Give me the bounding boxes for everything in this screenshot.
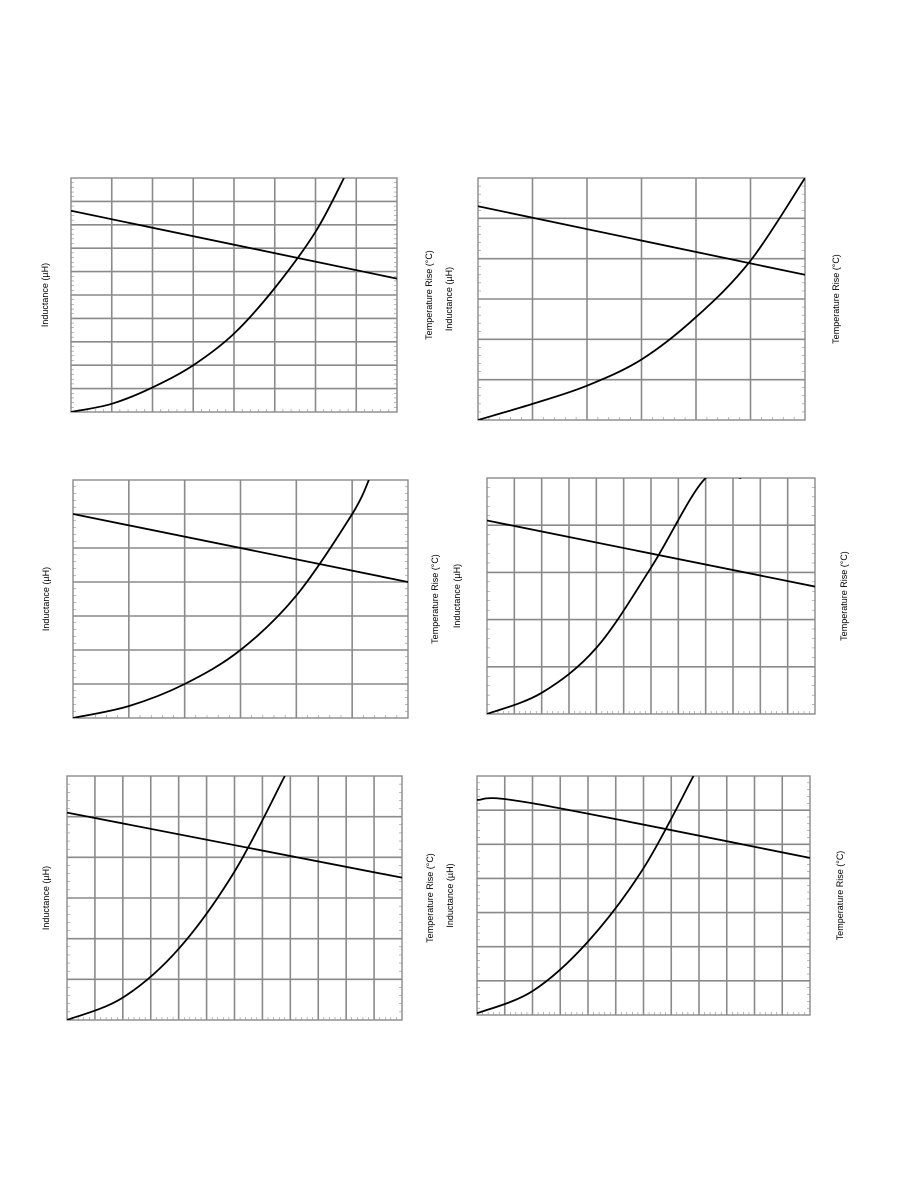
y-axis-label: Inductance (µH)	[444, 267, 454, 331]
plot-frame	[66, 775, 403, 1021]
gridlines	[487, 478, 815, 714]
chart-3: Inductance (µH) Temperature Rise (°C)	[41, 479, 440, 719]
y-axis-label: Inductance (µH)	[452, 564, 462, 628]
gridlines	[477, 776, 810, 1015]
temperature-rise-curve	[73, 480, 370, 718]
gridlines	[478, 178, 805, 420]
inductance-line	[71, 209, 397, 280]
gridlines	[67, 776, 402, 1020]
chart-2: Inductance (µH) Temperature Rise (°C)	[444, 177, 841, 421]
plot-frame	[70, 177, 398, 413]
temperature-rise-curve	[477, 776, 695, 1015]
y-axis-label: Inductance (µH)	[41, 567, 51, 631]
temperature-rise-curve	[67, 776, 286, 1020]
y2-axis-label: Temperature Rise (°C)	[839, 551, 849, 641]
chart-6: Inductance (µH) Temperature Rise (°C)	[445, 775, 845, 1016]
y-axis-label: Inductance (µH)	[41, 866, 51, 930]
plot-frame	[477, 177, 806, 421]
chart-4: Inductance (µH) Temperature Rise (°C)	[452, 477, 849, 715]
plot-frame	[476, 775, 811, 1016]
inductance-line	[477, 797, 810, 859]
plot-frame	[486, 477, 816, 715]
y-axis-label: Inductance (µH)	[445, 863, 455, 927]
inductance-line	[67, 811, 402, 879]
y-axis-label: Inductance (µH)	[40, 263, 50, 327]
temperature-rise-curve	[487, 478, 742, 714]
y2-axis-label: Temperature Rise (°C)	[425, 853, 435, 943]
chart-5: Inductance (µH) Temperature Rise (°C)	[41, 775, 435, 1021]
temperature-rise-curve	[478, 178, 805, 420]
inductance-line	[478, 205, 805, 276]
y2-axis-label: Temperature Rise (°C)	[430, 554, 440, 644]
gridlines	[73, 480, 408, 718]
inductance-line	[487, 519, 815, 588]
y2-axis-label: Temperature Rise (°C)	[835, 851, 845, 941]
y2-axis-label: Temperature Rise (°C)	[424, 250, 434, 340]
gridlines	[71, 178, 397, 412]
chart-1: Inductance (µH) Temperature Rise (°C)	[40, 177, 434, 413]
temperature-rise-curve	[71, 178, 345, 412]
plot-frame	[72, 479, 409, 719]
y2-axis-label: Temperature Rise (°C)	[831, 254, 841, 344]
inductance-line	[73, 513, 408, 583]
